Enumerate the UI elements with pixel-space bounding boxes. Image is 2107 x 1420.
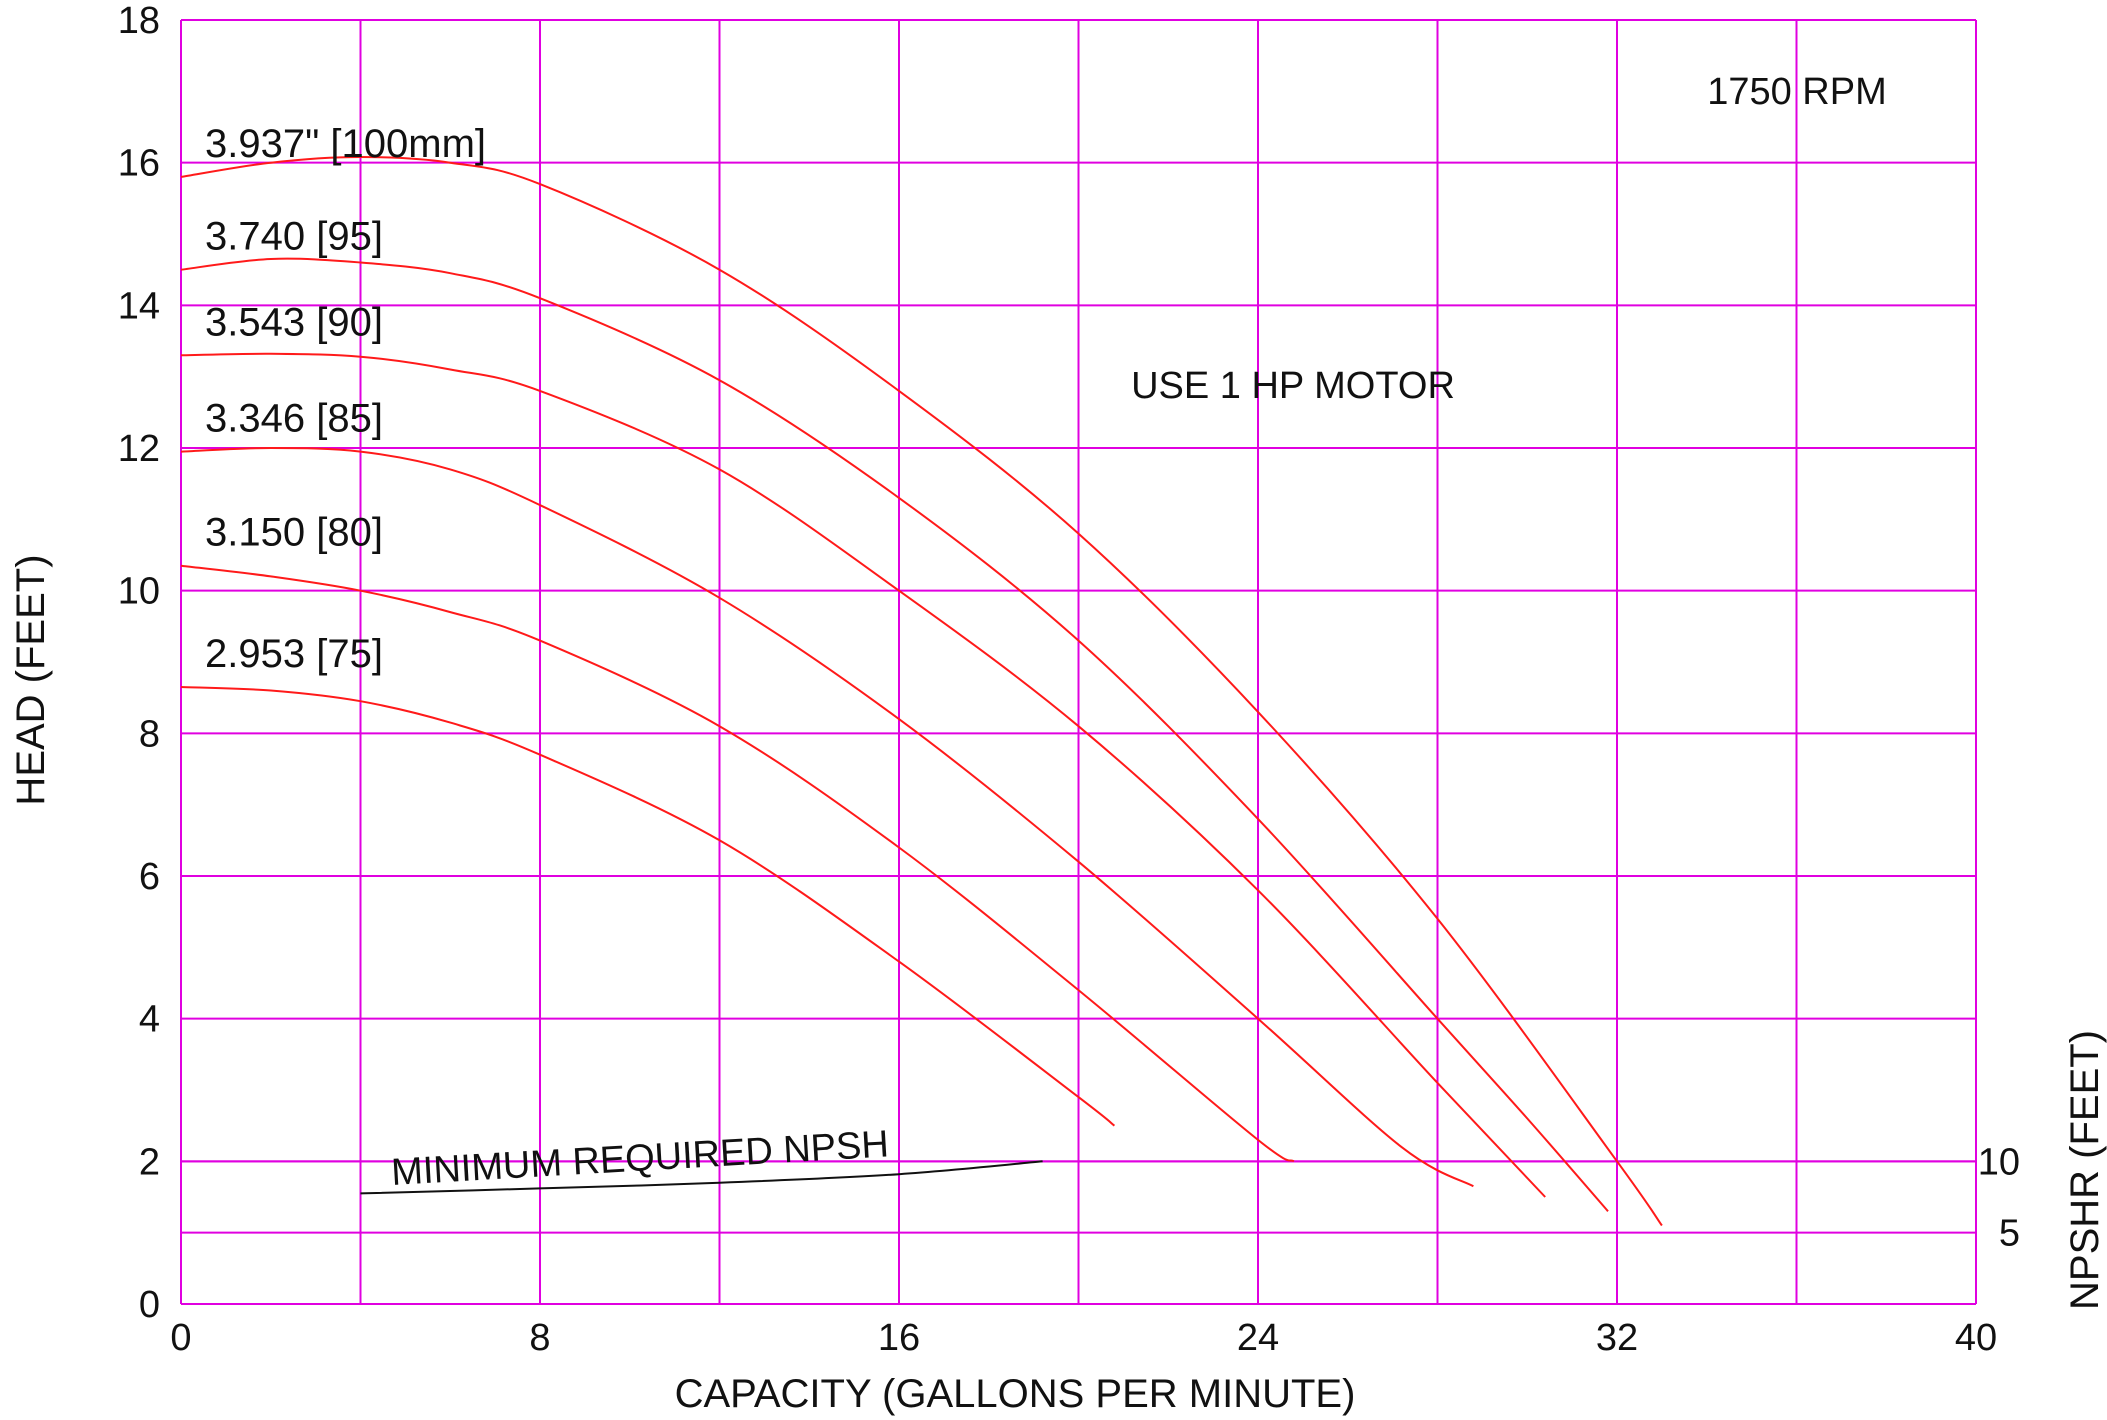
npsh-annotation: MINIMUM REQUIRED NPSH	[390, 1123, 890, 1194]
y-tick-label: 18	[118, 0, 160, 42]
motor-annotation: USE 1 HP MOTOR	[1131, 365, 1455, 407]
x-tick-label: 32	[1596, 1317, 1638, 1359]
head-curve	[180, 686, 1116, 1127]
x-tick-label: 24	[1237, 1317, 1279, 1359]
y2-axis-title: NPSHR (FEET)	[2063, 1030, 2107, 1310]
y-tick-label: 12	[118, 428, 160, 470]
y-tick-label: 4	[139, 999, 160, 1041]
y-tick-label: 10	[118, 571, 160, 613]
x-tick-label: 8	[529, 1317, 550, 1359]
curve-label: 3.150 [80]	[205, 511, 383, 555]
y-tick-labels: 0 2 4 6 8 10 12 14 16 18	[118, 0, 160, 1326]
curve-label: 3.543 [90]	[205, 300, 383, 344]
y-tick-label: 6	[139, 856, 160, 898]
head-curves	[180, 155, 1663, 1227]
x-tick-label: 40	[1955, 1317, 1997, 1359]
rpm-annotation: 1750 RPM	[1707, 71, 1887, 113]
head-curve	[180, 155, 1663, 1227]
npsh-curve-group	[360, 1160, 1043, 1195]
head-curve	[180, 257, 1609, 1212]
y-tick-label: 0	[139, 1284, 160, 1326]
head-curve	[180, 352, 1546, 1198]
y-tick-label: 8	[139, 713, 160, 755]
curve-label: 3.937" [100mm]	[205, 122, 486, 166]
y-tick-label: 16	[118, 143, 160, 185]
curve-label: 2.953 [75]	[205, 632, 383, 676]
head-curve	[180, 446, 1474, 1188]
x-tick-labels: 0 8 16 24 32 40	[170, 1317, 1997, 1359]
curve-label: 3.346 [85]	[205, 397, 383, 441]
x-tick-label: 16	[878, 1317, 920, 1359]
y-axis-title: HEAD (FEET)	[9, 554, 53, 805]
y-tick-label: 14	[118, 285, 160, 327]
y2-tick-label: 5	[1999, 1213, 2020, 1255]
curve-label: 3.740 [95]	[205, 215, 383, 259]
x-axis-title: CAPACITY (GALLONS PER MINUTE)	[675, 1372, 1356, 1416]
head-curve	[180, 564, 1295, 1163]
curve-labels: 3.937" [100mm] 3.740 [95] 3.543 [90] 3.346 …	[205, 122, 486, 676]
y-tick-label: 2	[139, 1141, 160, 1183]
grid	[180, 19, 1977, 1305]
npsh-curve	[360, 1160, 1043, 1195]
x-tick-label: 0	[170, 1317, 191, 1359]
y2-tick-labels: 5 10	[1978, 1141, 2020, 1254]
y2-tick-label: 10	[1978, 1141, 2020, 1183]
